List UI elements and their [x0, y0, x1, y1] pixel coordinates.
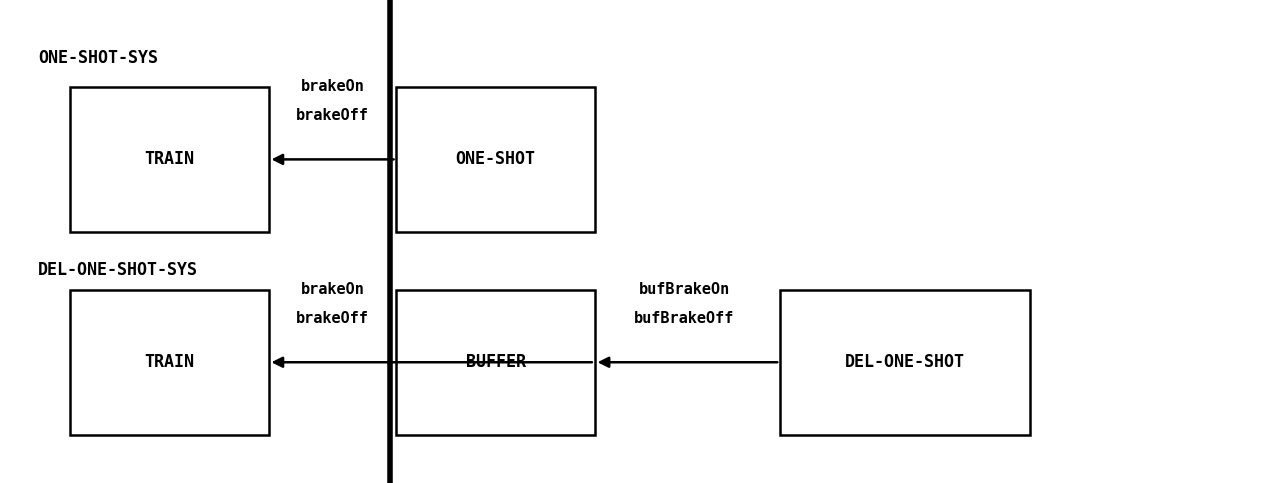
Bar [396, 290, 595, 435]
Text: ONE-SHOT: ONE-SHOT [455, 150, 536, 169]
Text: brakeOff: brakeOff [295, 108, 370, 124]
Text: brakeOn: brakeOn [301, 79, 365, 95]
Text: DEL-ONE-SHOT-SYS: DEL-ONE-SHOT-SYS [38, 261, 198, 280]
Text: DEL-ONE-SHOT: DEL-ONE-SHOT [845, 353, 964, 371]
Text: ONE-SHOT-SYS: ONE-SHOT-SYS [38, 49, 159, 67]
Bar [396, 87, 595, 232]
Text: bufBrakeOff: bufBrakeOff [634, 311, 734, 327]
Text: BUFFER: BUFFER [466, 353, 526, 371]
Text: brakeOff: brakeOff [295, 311, 370, 327]
Text: brakeOn: brakeOn [301, 282, 365, 298]
Bar [780, 290, 1030, 435]
Bar [70, 290, 269, 435]
Text: TRAIN: TRAIN [145, 353, 194, 371]
Bar [70, 87, 269, 232]
Text: TRAIN: TRAIN [145, 150, 194, 169]
Text: bufBrakeOn: bufBrakeOn [638, 282, 730, 298]
